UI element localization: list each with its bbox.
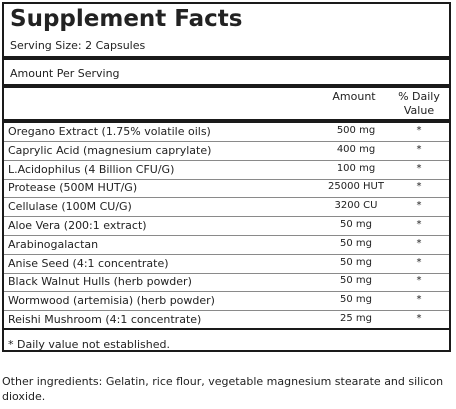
ingredient-amount: 50 mg [340, 294, 372, 306]
thick-divider [4, 84, 449, 88]
ingredient-daily-value: * [416, 181, 422, 193]
ingredient-row: Anise Seed (4:1 concentrate) 50 mg * [4, 255, 449, 274]
ingredient-daily-value: * [416, 125, 422, 136]
other-ingredients: Other ingredients: Gelatin, rice flour, … [2, 375, 444, 403]
ingredient-row: Protease (500M HUT/G) 25000 HUT * [4, 179, 449, 199]
row-divider [4, 197, 449, 199]
ingredient-name: Caprylic Acid (magnesium caprylate) [8, 143, 212, 157]
ingredient-daily-value: * [416, 237, 422, 249]
row-divider [4, 272, 449, 274]
ingredient-name: Black Walnut Hulls (herb powder) [8, 275, 192, 289]
amount-per-serving: Amount Per Serving [10, 67, 120, 80]
ingredient-amount: 50 mg [340, 275, 372, 287]
ingredient-name: Cellulase (100M CU/G) [8, 200, 132, 214]
ingredient-amount: 50 mg [340, 219, 372, 230]
row-divider [4, 291, 449, 293]
ingredient-amount: 100 mg [336, 162, 376, 174]
ingredient-daily-value: * [416, 313, 422, 324]
ingredient-daily-value: * [416, 200, 422, 212]
ingredient-amount: 25 mg [340, 313, 372, 324]
ingredient-name: Aloe Vera (200:1 extract) [8, 219, 147, 232]
ingredient-row: Caprylic Acid (magnesium caprylate) 400 m… [4, 142, 449, 161]
thick-divider [4, 56, 449, 60]
ingredient-amount: 50 mg [340, 256, 372, 268]
ingredient-row: Wormwood (artemisia) (herb powder) 50 mg * [4, 292, 449, 312]
ingredient-row: Aloe Vera (200:1 extract) 50 mg * [4, 217, 449, 236]
row-divider [4, 328, 449, 330]
footnote: * Daily value not established. [8, 338, 170, 351]
daily-value-header-line2: Value [403, 104, 435, 117]
ingredient-row: L.Acidophilus (4 Billion CFU/G) 100 mg * [4, 161, 449, 180]
ingredient-amount: 400 mg [336, 143, 376, 155]
ingredient-amount: 50 mg [340, 237, 372, 249]
row-divider [4, 178, 449, 180]
ingredient-name: Anise Seed (4:1 concentrate) [8, 256, 169, 270]
ingredient-daily-value: * [416, 162, 422, 174]
ingredient-row: Cellulase (100M CU/G) 3200 CU * [4, 198, 449, 218]
row-divider [4, 216, 449, 218]
amount-header: Amount [332, 90, 376, 103]
supplement-facts-panel: Supplement Facts Serving Size: 2 Capsule… [2, 2, 451, 352]
ingredient-daily-value: * [416, 219, 422, 230]
ingredient-name: Protease (500M HUT/G) [8, 181, 138, 195]
daily-value-header-line1: % Daily [398, 90, 440, 103]
ingredient-name: Wormwood (artemisia) (herb powder) [8, 294, 215, 308]
ingredient-daily-value: * [416, 275, 422, 287]
ingredient-daily-value: * [416, 294, 422, 306]
serving-size: Serving Size: 2 Capsules [10, 39, 146, 52]
ingredient-name: Oregano Extract (1.75% volatile oils) [8, 125, 211, 138]
row-divider [4, 159, 449, 161]
ingredient-name: Reishi Mushroom (4:1 concentrate) [8, 313, 202, 326]
ingredient-row: Arabinogalactan 50 mg * [4, 236, 449, 255]
ingredient-amount: 3200 CU [334, 200, 378, 212]
ingredient-row: Reishi Mushroom (4:1 concentrate) 25 mg * [4, 311, 449, 330]
ingredient-amount: 25000 HUT [328, 181, 384, 193]
daily-value-header: % Daily Value [384, 90, 454, 118]
row-divider [4, 253, 449, 255]
panel-title: Supplement Facts [10, 6, 243, 32]
ingredient-daily-value: * [416, 143, 422, 155]
ingredient-name: L.Acidophilus (4 Billion CFU/G) [8, 162, 175, 176]
row-divider [4, 235, 449, 236]
ingredient-amount: 500 mg [336, 125, 376, 136]
ingredient-row: Oregano Extract (1.75% volatile oils) 500… [4, 123, 449, 142]
ingredient-row: Black Walnut Hulls (herb powder) 50 mg * [4, 273, 449, 293]
ingredient-daily-value: * [416, 256, 422, 268]
row-divider [4, 310, 449, 312]
ingredient-name: Arabinogalactan [8, 237, 99, 251]
row-divider [4, 141, 449, 142]
thick-divider [4, 119, 449, 123]
